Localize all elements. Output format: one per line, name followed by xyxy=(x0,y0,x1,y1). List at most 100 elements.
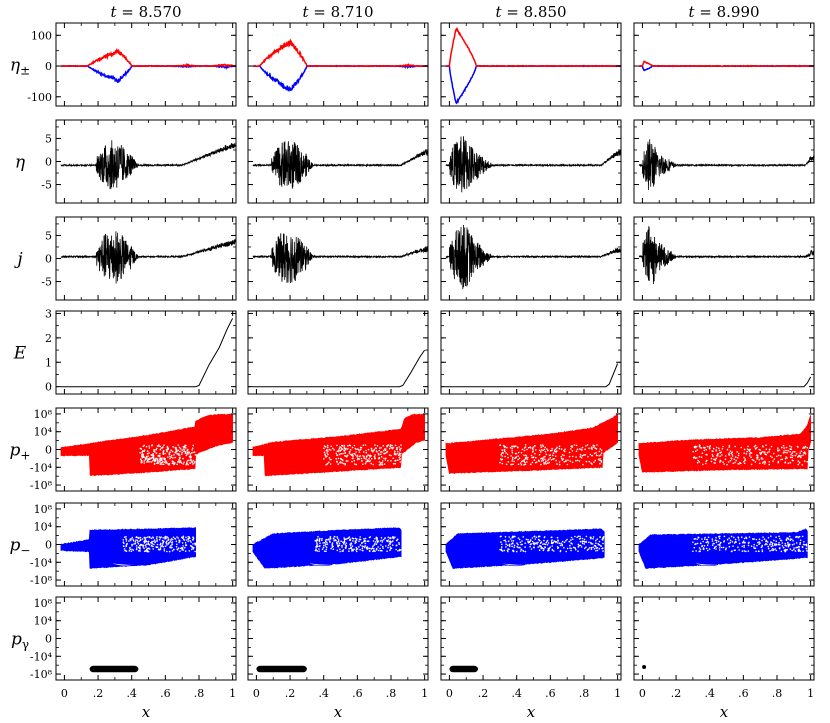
row-label: η± xyxy=(10,56,30,78)
x-axis-label: x xyxy=(527,703,536,721)
y-tick-label: -5 xyxy=(41,179,52,192)
speckle-gaps xyxy=(499,535,605,553)
series-eta xyxy=(252,141,428,189)
x-tick-label: .4 xyxy=(511,687,522,700)
y-tick-label: -10⁴ xyxy=(30,461,53,474)
column-title: t = 8.990 xyxy=(688,3,759,21)
plot-area xyxy=(60,140,236,190)
panel-frame xyxy=(440,22,622,107)
x-tick-label: .8 xyxy=(772,687,783,700)
x-tick-label: .8 xyxy=(386,687,397,700)
y-tick-label: 10⁸ xyxy=(34,597,53,610)
x-tick-label: 1 xyxy=(421,687,428,700)
panel-p_minus-3 xyxy=(633,502,815,587)
series-p_plus-band xyxy=(60,413,233,477)
x-tick-label: .4 xyxy=(704,687,715,700)
series-j xyxy=(252,233,428,284)
series-p_minus-band xyxy=(60,526,196,569)
y-tick-label: 0 xyxy=(45,60,52,73)
arc-gap xyxy=(306,562,333,567)
series-eta-plus xyxy=(60,47,236,68)
y-tick-label: 100 xyxy=(31,29,52,42)
y-tick-label: 0 xyxy=(45,444,52,457)
y-tick-label: 3 xyxy=(45,307,52,320)
speckle-gaps xyxy=(323,444,402,466)
series-eta-plus xyxy=(445,26,621,68)
x-tick-label: .2 xyxy=(671,687,682,700)
x-tick-label: .8 xyxy=(194,687,205,700)
x-tick-label: .2 xyxy=(285,687,296,700)
y-tick-label: 10⁴ xyxy=(34,615,53,628)
plot-area xyxy=(60,231,236,284)
plot-area xyxy=(445,224,621,290)
y-tick-label: -100 xyxy=(27,91,52,104)
row-labels: η± η j Ep+ p− pγ xyxy=(10,56,31,652)
panel-frame xyxy=(55,596,237,681)
panel-frame xyxy=(440,310,622,395)
series-E xyxy=(253,349,426,388)
y-tick-label: -5 xyxy=(41,276,52,289)
plot-area xyxy=(256,665,307,673)
panel-eta_pm-3 xyxy=(633,22,815,107)
panel-frame xyxy=(247,310,429,395)
speckle-gaps xyxy=(692,535,808,553)
plot-area xyxy=(252,233,428,284)
panel-frame xyxy=(55,22,237,107)
plot-area xyxy=(252,413,425,477)
series-p_plus-band xyxy=(445,414,618,475)
plot-area xyxy=(445,528,605,570)
plot-area xyxy=(638,528,808,569)
y-tick-label: 5 xyxy=(45,229,52,242)
y-tick-label: 0 xyxy=(45,156,52,169)
y-tick-label: -10⁴ xyxy=(30,650,53,663)
panel-j-2 xyxy=(440,216,622,301)
speckle-gaps xyxy=(139,444,197,466)
series-p_plus-band xyxy=(252,413,425,477)
panel-E-0: 3 2 1 0 xyxy=(45,307,237,395)
series-E xyxy=(446,363,619,388)
panel-p_plus-1 xyxy=(247,407,429,492)
x-tick-label: .6 xyxy=(738,687,749,700)
x-tick-label: .2 xyxy=(93,687,104,700)
series-eta xyxy=(445,136,621,193)
row-label: j xyxy=(13,250,23,270)
panel-eta_pm-0: 100 0 -100 xyxy=(27,22,237,107)
x-tick-label: .2 xyxy=(478,687,489,700)
panel-frame xyxy=(247,22,429,107)
speckle-gaps xyxy=(314,535,402,553)
x-tick-label: 1 xyxy=(229,687,236,700)
plot-area xyxy=(252,38,428,93)
plot-area xyxy=(642,665,647,669)
plot-area xyxy=(60,526,197,569)
plot-area xyxy=(446,363,619,388)
series-eta-minus xyxy=(253,64,428,93)
panel-E-3 xyxy=(633,310,815,395)
x-tick-label: .6 xyxy=(160,687,171,700)
series-p-gamma-blob xyxy=(256,665,307,673)
plot-area xyxy=(449,665,478,673)
x-axis-label: x xyxy=(142,703,151,721)
x-axis-label: x xyxy=(334,703,343,721)
plot-area xyxy=(60,413,233,477)
y-tick-label: 0 xyxy=(45,539,52,552)
series-eta-plus xyxy=(639,60,814,68)
series-eta xyxy=(60,140,236,190)
column-title: t = 8.710 xyxy=(302,3,373,21)
plot-area xyxy=(445,414,618,475)
plot-area xyxy=(252,527,402,569)
series-E xyxy=(61,318,234,388)
series-p-gamma-blob xyxy=(449,665,478,673)
series-j xyxy=(638,226,814,285)
panel-eta_pm-1 xyxy=(247,22,429,107)
panel-eta-2 xyxy=(440,119,622,204)
x-tick-label: .4 xyxy=(318,687,329,700)
series-p_minus-band xyxy=(445,528,605,570)
arc-gap xyxy=(692,562,719,567)
plot-area xyxy=(638,60,814,72)
series-E xyxy=(639,376,812,388)
x-tick-label: 0 xyxy=(61,687,68,700)
panel-frame xyxy=(55,119,237,204)
series-eta xyxy=(638,139,814,191)
panel-p_minus-0: 10⁸ 10⁴ 0 -10⁴ -10⁸ xyxy=(30,502,237,587)
